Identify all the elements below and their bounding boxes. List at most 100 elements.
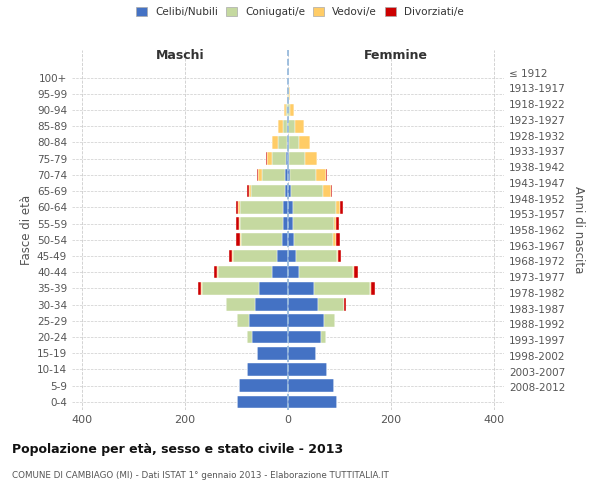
Bar: [267, 152, 272, 165]
Bar: [240, 234, 241, 246]
Y-axis label: Fasce di età: Fasce di età: [20, 195, 33, 265]
Bar: [355, 266, 358, 278]
Bar: [316, 168, 326, 181]
Bar: [299, 266, 353, 278]
Bar: [353, 266, 355, 278]
Bar: [338, 250, 341, 262]
Legend: Celibi/Nubili, Coniugati/e, Vedovi/e, Divorziati/e: Celibi/Nubili, Coniugati/e, Vedovi/e, Di…: [134, 5, 466, 20]
Bar: [257, 347, 288, 360]
Bar: [287, 88, 288, 100]
Bar: [214, 266, 217, 278]
Bar: [283, 234, 288, 246]
Text: COMUNE DI CAMBIAGO (MI) - Dati ISTAT 1° gennaio 2013 - Elaborazione TUTTITALIA.I: COMUNE DI CAMBIAGO (MI) - Dati ISTAT 1° …: [12, 471, 389, 480]
Bar: [336, 201, 340, 213]
Bar: [296, 250, 337, 262]
Bar: [217, 266, 218, 278]
Bar: [286, 152, 288, 165]
Bar: [233, 250, 277, 262]
Bar: [293, 201, 336, 213]
Bar: [239, 201, 283, 213]
Bar: [236, 396, 288, 408]
Bar: [371, 282, 376, 294]
Bar: [272, 152, 286, 165]
Bar: [288, 314, 324, 327]
Bar: [334, 217, 337, 230]
Bar: [239, 217, 283, 230]
Bar: [288, 282, 314, 294]
Bar: [254, 298, 288, 311]
Bar: [288, 396, 337, 408]
Bar: [337, 250, 338, 262]
Bar: [286, 168, 288, 181]
Bar: [291, 185, 323, 198]
Bar: [257, 168, 258, 181]
Bar: [336, 234, 340, 246]
Bar: [247, 185, 249, 198]
Bar: [247, 363, 288, 376]
Bar: [198, 282, 201, 294]
Bar: [251, 185, 285, 198]
Bar: [288, 250, 296, 262]
Bar: [289, 88, 290, 100]
Bar: [247, 330, 252, 344]
Bar: [201, 282, 202, 294]
Bar: [239, 380, 288, 392]
Bar: [285, 185, 288, 198]
Bar: [202, 282, 259, 294]
Bar: [259, 282, 288, 294]
Bar: [288, 120, 295, 132]
Bar: [266, 152, 267, 165]
Bar: [295, 120, 304, 132]
Bar: [249, 185, 251, 198]
Bar: [236, 314, 250, 327]
Bar: [344, 298, 346, 311]
Bar: [299, 136, 310, 149]
Bar: [288, 104, 290, 117]
Bar: [288, 330, 322, 344]
Bar: [331, 185, 332, 198]
Bar: [283, 201, 288, 213]
Text: Femmine: Femmine: [364, 49, 428, 62]
Text: Popolazione per età, sesso e stato civile - 2013: Popolazione per età, sesso e stato civil…: [12, 442, 343, 456]
Bar: [370, 282, 371, 294]
Bar: [288, 298, 318, 311]
Bar: [318, 298, 344, 311]
Bar: [272, 136, 278, 149]
Bar: [229, 250, 232, 262]
Bar: [218, 266, 272, 278]
Bar: [287, 136, 288, 149]
Bar: [262, 168, 286, 181]
Bar: [236, 201, 238, 213]
Bar: [288, 168, 290, 181]
Bar: [250, 314, 288, 327]
Bar: [314, 282, 370, 294]
Bar: [290, 168, 316, 181]
Bar: [288, 380, 334, 392]
Bar: [289, 152, 305, 165]
Bar: [290, 104, 294, 117]
Bar: [258, 168, 262, 181]
Bar: [278, 120, 283, 132]
Bar: [288, 201, 293, 213]
Bar: [293, 217, 334, 230]
Bar: [324, 314, 335, 327]
Text: Maschi: Maschi: [155, 49, 205, 62]
Y-axis label: Anni di nascita: Anni di nascita: [572, 186, 585, 274]
Bar: [333, 234, 336, 246]
Bar: [289, 136, 299, 149]
Bar: [288, 217, 293, 230]
Bar: [283, 217, 288, 230]
Bar: [238, 201, 239, 213]
Bar: [272, 266, 288, 278]
Bar: [305, 152, 317, 165]
Bar: [241, 234, 283, 246]
Bar: [278, 136, 287, 149]
Bar: [288, 152, 289, 165]
Bar: [252, 330, 288, 344]
Bar: [288, 363, 326, 376]
Bar: [236, 217, 239, 230]
Bar: [288, 266, 299, 278]
Bar: [283, 120, 287, 132]
Bar: [284, 104, 286, 117]
Bar: [322, 330, 326, 344]
